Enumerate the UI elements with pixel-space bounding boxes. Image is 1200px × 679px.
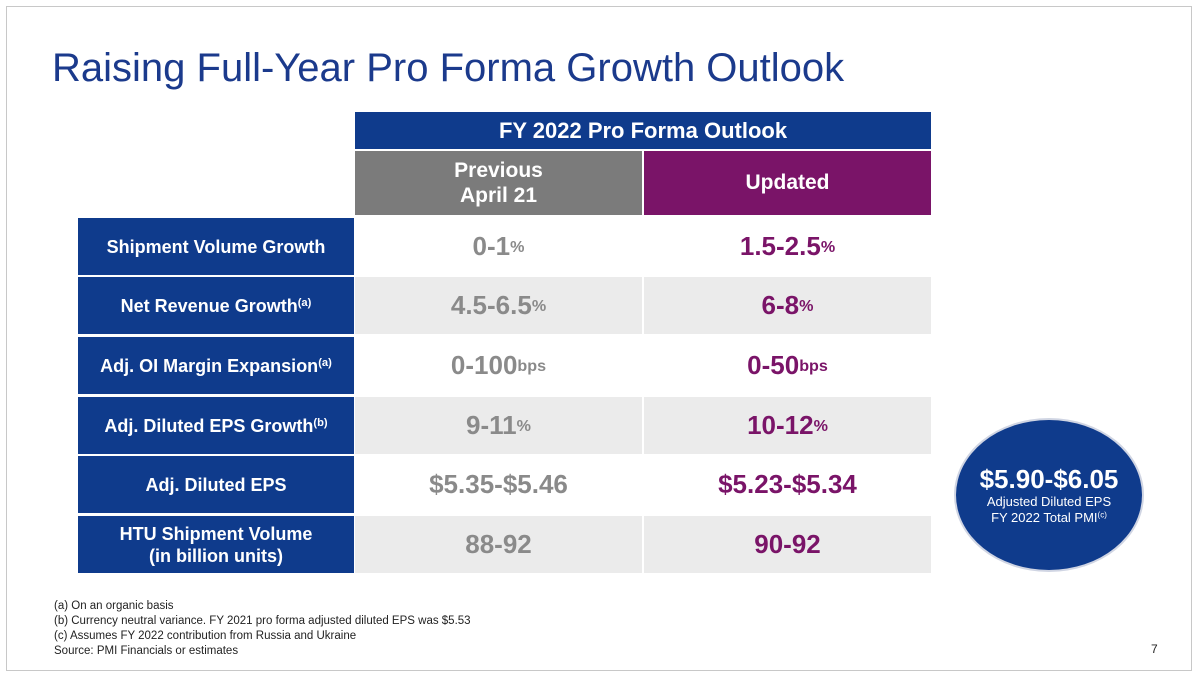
footnotes: (a) On an organic basis (b) Currency neu… bbox=[54, 599, 471, 659]
value: 0-100 bbox=[450, 350, 518, 380]
eps-callout-circle: $5.90-$6.05 Adjusted Diluted EPS FY 2022… bbox=[956, 420, 1142, 570]
footnote-c: (c) Assumes FY 2022 contribution from Ru… bbox=[54, 630, 357, 642]
cell-updated-net-revenue-growth: 6-8% bbox=[644, 277, 931, 334]
row-label-adj-diluted-eps-growth: Adj. Diluted EPS Growth(b) bbox=[78, 397, 354, 454]
row-label-footnote: (b) bbox=[313, 416, 328, 429]
cell-updated-adj-diluted-eps: $5.23-$5.34 bbox=[644, 456, 931, 513]
value: 10-12 bbox=[747, 410, 814, 440]
cell-previous-net-revenue-growth: 4.5-6.5% bbox=[355, 277, 642, 334]
page-number: 7 bbox=[1151, 642, 1158, 656]
cell-previous-shipment-volume-growth: 0-1% bbox=[355, 218, 642, 275]
cell-updated-shipment-volume-growth: 1.5-2.5% bbox=[644, 218, 931, 275]
value: 88-92 bbox=[465, 529, 532, 559]
row-label-text: Shipment Volume Growth bbox=[106, 236, 326, 257]
row-label-text: Adj. Diluted EPS bbox=[145, 474, 287, 495]
footnote-a: (a) On an organic basis bbox=[54, 600, 174, 612]
cell-previous-htu-shipment-volume: 88-92 bbox=[355, 516, 642, 573]
value: 4.5-6.5 bbox=[450, 290, 532, 320]
column-header-updated: Updated bbox=[644, 151, 931, 215]
cell-previous-adj-oi-margin-expansion: 0-100 bps bbox=[355, 337, 642, 394]
value: 9-11 bbox=[466, 410, 517, 440]
table-header: FY 2022 Pro Forma Outlook bbox=[355, 112, 931, 149]
cell-previous-adj-diluted-eps: $5.35-$5.46 bbox=[355, 456, 642, 513]
cell-updated-htu-shipment-volume: 90-92 bbox=[644, 516, 931, 573]
column-header-previous-line1: Previous bbox=[454, 159, 543, 182]
callout-line2: FY 2022 Total PMI(c) bbox=[991, 510, 1107, 526]
row-label-line2: (in billion units) bbox=[149, 545, 283, 566]
value: 0-1 bbox=[472, 231, 511, 261]
value: 90-92 bbox=[754, 529, 821, 559]
row-label-footnote: (a) bbox=[318, 356, 332, 369]
footnote-source: Source: PMI Financials or estimates bbox=[54, 645, 239, 657]
callout-line1: Adjusted Diluted EPS bbox=[986, 494, 1112, 509]
page-title: Raising Full-Year Pro Forma Growth Outlo… bbox=[52, 46, 845, 90]
row-label-footnote: (a) bbox=[297, 296, 312, 309]
slide-frame bbox=[6, 6, 1192, 671]
row-label-net-revenue-growth: Net Revenue Growth(a) bbox=[78, 277, 354, 334]
row-label-line1: HTU Shipment Volume bbox=[119, 523, 313, 544]
callout-line2-text: FY 2022 Total PMI bbox=[991, 510, 1098, 525]
value: 1.5-2.5 bbox=[739, 231, 821, 261]
cell-updated-adj-oi-margin-expansion: 0-50 bps bbox=[644, 337, 931, 394]
cell-updated-adj-diluted-eps-growth: 10-12% bbox=[644, 397, 931, 454]
callout-footnote: (c) bbox=[1097, 510, 1107, 520]
row-label-text: Adj. OI Margin Expansion bbox=[100, 355, 319, 376]
cell-previous-adj-diluted-eps-growth: 9-11% bbox=[355, 397, 642, 454]
footnote-b: (b) Currency neutral variance. FY 2021 p… bbox=[54, 615, 471, 627]
row-label-adj-oi-margin-expansion: Adj. OI Margin Expansion(a) bbox=[78, 337, 354, 394]
row-label-htu-shipment-volume: HTU Shipment Volume (in billion units) bbox=[78, 516, 354, 573]
row-label-adj-diluted-eps: Adj. Diluted EPS bbox=[78, 456, 354, 513]
value: $5.23-$5.34 bbox=[718, 469, 857, 499]
row-label-shipment-volume-growth: Shipment Volume Growth bbox=[78, 218, 354, 275]
value: 0-50 bbox=[747, 350, 800, 380]
row-label-text: Adj. Diluted EPS Growth bbox=[104, 415, 314, 436]
column-header-previous-line2: April 21 bbox=[459, 184, 538, 207]
column-header-previous: Previous April 21 bbox=[355, 151, 642, 215]
value: 6-8 bbox=[761, 290, 800, 320]
row-label-text: Net Revenue Growth bbox=[120, 295, 298, 316]
value: $5.35-$5.46 bbox=[429, 469, 568, 499]
callout-value: $5.90-$6.05 bbox=[979, 464, 1119, 494]
